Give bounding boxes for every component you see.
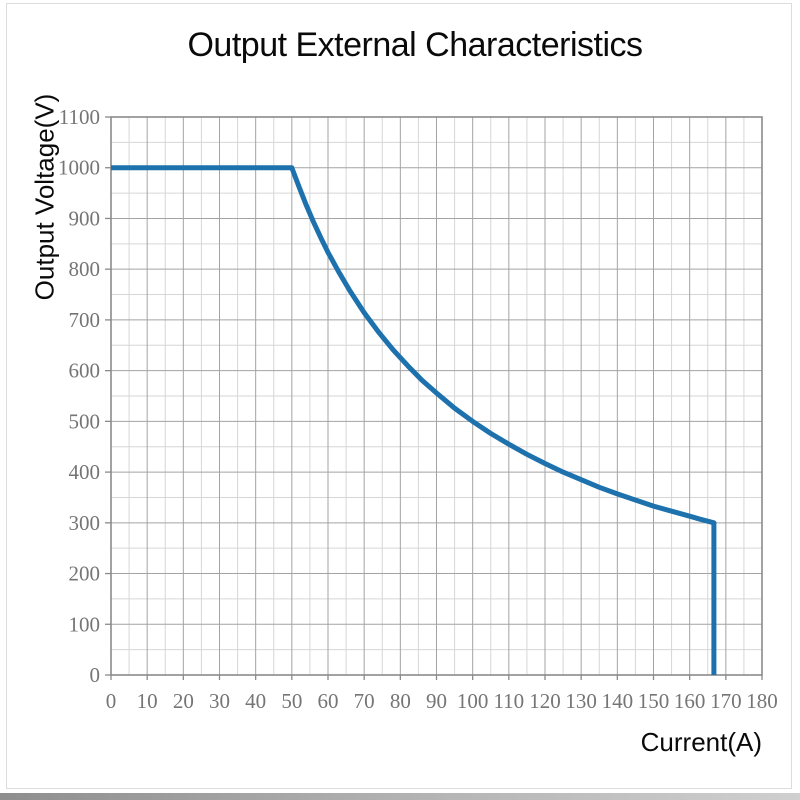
y-tick-label: 400 [69,460,101,484]
y-tick-label: 600 [69,359,101,383]
x-tick-label: 180 [746,689,778,713]
y-tick-label: 200 [69,562,101,586]
chart-title: Output External Characteristics [187,26,643,64]
x-tick-label: 30 [209,689,230,713]
x-tick-label: 140 [602,689,634,713]
x-tick-label: 110 [493,689,524,713]
x-tick-label: 100 [457,689,489,713]
bottom-edge-bar [0,793,800,800]
y-tick-label: 1000 [58,156,100,180]
x-axis-label: Current(A) [640,727,762,757]
x-tick-label: 60 [318,689,339,713]
x-tick-label: 150 [638,689,670,713]
x-tick-label: 80 [390,689,411,713]
y-tick-label: 700 [69,308,101,332]
y-tick-label: 300 [69,511,101,535]
x-tick-label: 70 [354,689,375,713]
x-tick-label: 120 [529,689,561,713]
y-tick-label: 900 [69,206,101,230]
x-tick-label: 130 [565,689,597,713]
y-tick-label: 1100 [59,105,100,129]
x-tick-label: 20 [173,689,194,713]
y-tick-label: 0 [90,663,101,687]
x-tick-label: 0 [106,689,117,713]
output-characteristic-curve [111,165,717,675]
y-tick-label: 100 [69,612,101,636]
y-tick-label: 500 [69,409,101,433]
y-tick-label: 800 [69,257,101,281]
x-tick-label: 90 [426,689,447,713]
x-tick-label: 10 [137,689,158,713]
x-tick-label: 160 [674,689,706,713]
x-tick-label: 170 [710,689,742,713]
x-tick-label: 50 [281,689,302,713]
x-tick-label: 40 [245,689,266,713]
